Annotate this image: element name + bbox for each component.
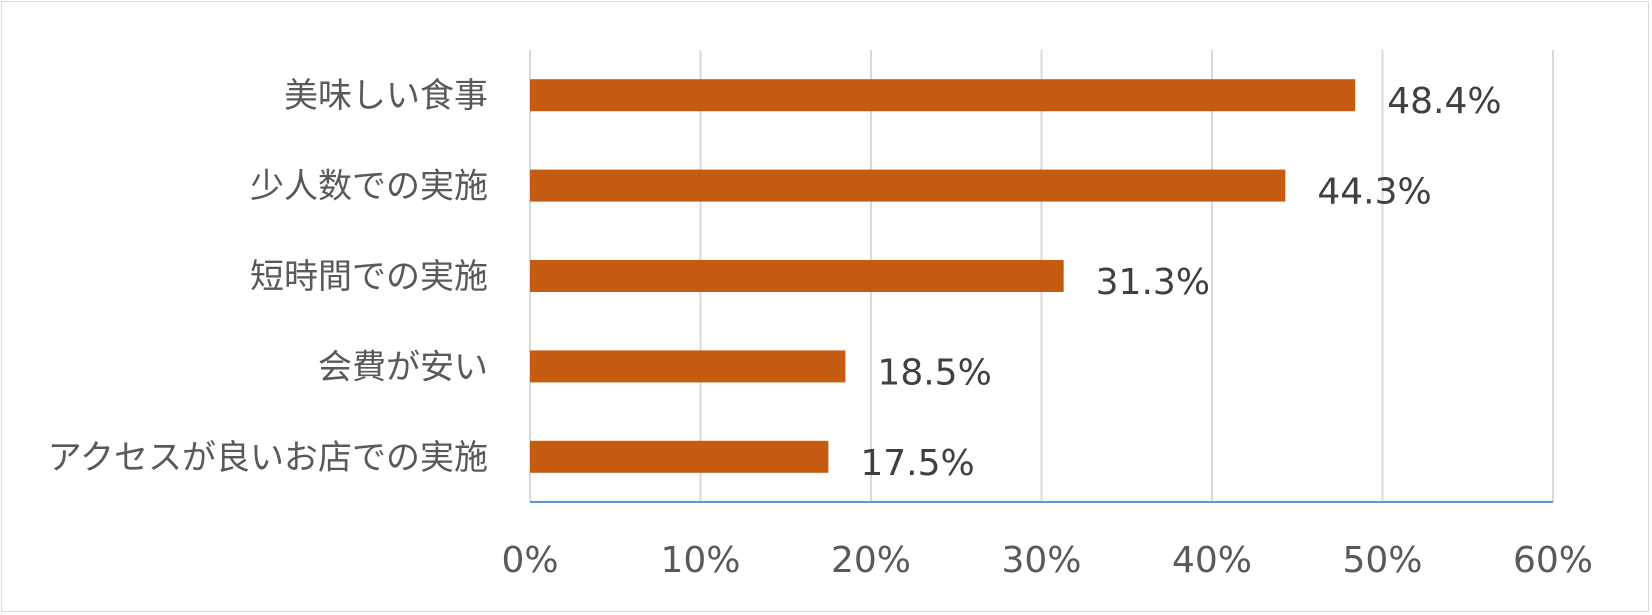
category-label: 短時間での実施 (250, 257, 488, 297)
bar (530, 440, 829, 473)
x-tick-label: 40% (1172, 540, 1252, 581)
category-label: 会費が安い (318, 347, 488, 387)
x-tick-label: 0% (501, 540, 558, 581)
bar (530, 79, 1356, 112)
x-tick-labels: 0% 10% 20% 30% 40% 50% 60% (501, 540, 1593, 581)
gridlines (529, 50, 1554, 502)
category-label: アクセスが良いお店での実施 (48, 438, 488, 478)
category-label: 美味しい食事 (284, 76, 488, 116)
data-label: 18.5% (877, 352, 991, 393)
bar (530, 260, 1064, 292)
data-labels: 48.4% 44.3% 31.3% 18.5% 17.5% (860, 81, 1501, 484)
x-tick-label: 60% (1513, 540, 1593, 581)
x-tick-label: 20% (831, 540, 911, 581)
data-label: 17.5% (860, 443, 974, 484)
data-label: 44.3% (1317, 172, 1431, 213)
data-label: 48.4% (1387, 81, 1501, 122)
bar (530, 350, 846, 383)
bar (530, 169, 1286, 202)
x-tick-label: 50% (1342, 540, 1422, 581)
bars (530, 79, 1356, 473)
category-label: 少人数での実施 (250, 167, 488, 207)
data-label: 31.3% (1096, 262, 1210, 303)
x-tick-label: 30% (1001, 540, 1081, 581)
x-tick-label: 10% (660, 540, 740, 581)
